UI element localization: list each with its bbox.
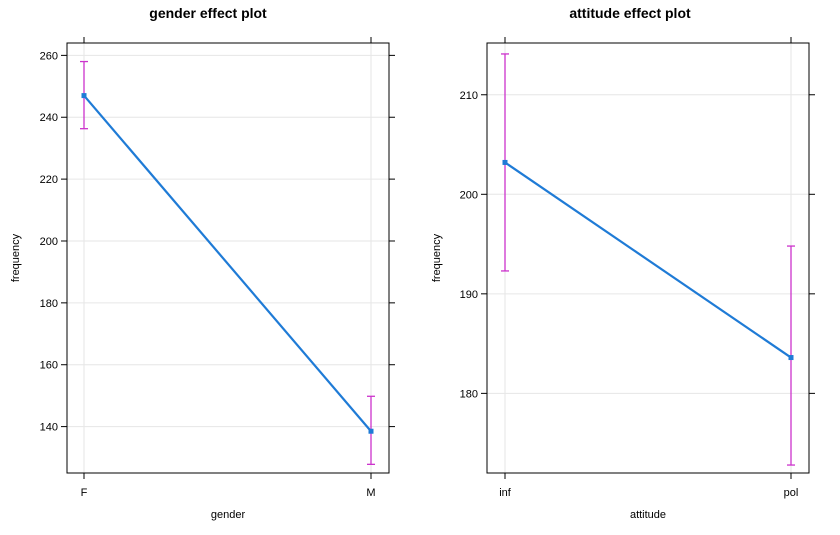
ytick-label: 210 [460,90,478,102]
y-axis-label: frequency [431,233,443,282]
xtick-label: inf [499,487,512,499]
y-axis-label: frequency [10,233,22,282]
plot-frame [66,42,390,474]
effect-line [504,161,792,359]
ytick-label: 180 [40,298,58,310]
chart-title: attitude effect plot [569,5,691,21]
xtick-label: pol [784,487,799,499]
xtick-label: F [81,487,88,499]
data-point [368,428,374,434]
chart-title: gender effect plot [149,5,267,21]
xtick-label: M [366,487,375,499]
x-axis-label: attitude [630,509,666,521]
ytick-label: 240 [40,112,58,124]
ytick-label: 260 [40,50,58,62]
ytick-label: 220 [40,174,58,186]
plot-frame [486,42,810,474]
data-point [502,159,508,165]
effect-line [83,94,372,432]
ytick-label: 200 [460,189,478,201]
ytick-label: 180 [460,388,478,400]
x-axis-label: gender [211,509,246,521]
data-point [81,93,87,99]
ytick-label: 200 [40,236,58,248]
panel-attitude: 180 190 200 210 inf pol attitude effect plot at… [431,5,815,521]
ytick-label: 190 [460,289,478,301]
ytick-label: 160 [40,360,58,372]
ytick-label: 140 [40,422,58,434]
data-point [788,355,794,361]
